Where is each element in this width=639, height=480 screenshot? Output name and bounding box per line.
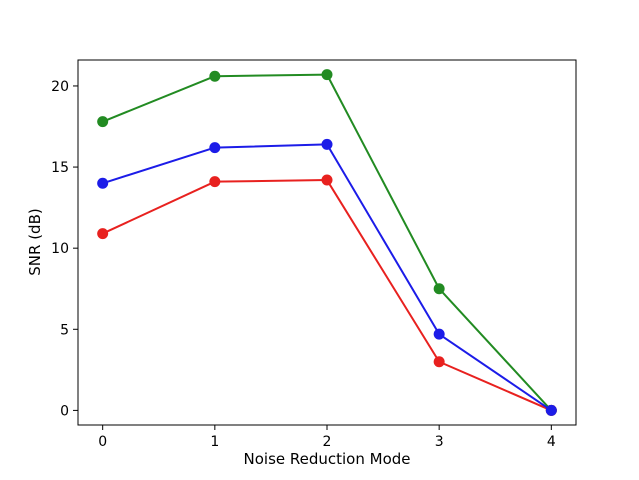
green-series-marker [321, 69, 333, 81]
y-tick-label: 15 [51, 160, 69, 176]
red-series-marker [433, 356, 445, 368]
red-series-marker [97, 228, 109, 240]
blue-series-marker [433, 328, 445, 340]
red-series-line [102, 179, 552, 412]
y-tick-label: 0 [60, 403, 69, 419]
blue-series-marker [209, 142, 221, 154]
y-tick-label: 20 [51, 79, 69, 95]
x-tick-label: 4 [547, 434, 556, 450]
y-tick-label: 10 [51, 241, 69, 257]
y-tick-label: 5 [60, 322, 69, 338]
blue-series-marker [321, 138, 333, 150]
plot-area: 0 1 2 3 4 0 5 10 15 20 [51, 59, 577, 450]
red-series-marker [321, 174, 333, 186]
x-axis-label: Noise Reduction Mode [244, 450, 411, 468]
x-tick-label: 1 [210, 434, 219, 450]
green-series-line [102, 73, 553, 412]
blue-series-marker [97, 177, 109, 189]
green-series-marker [97, 116, 109, 128]
green-series-marker [209, 70, 221, 82]
x-tick-label: 3 [435, 434, 444, 450]
red-series-marker [209, 176, 221, 188]
green-series-marker [433, 283, 445, 295]
blue-series-marker [545, 404, 557, 416]
y-axis-label: SNR (dB) [26, 208, 44, 275]
axes-spines [77, 59, 577, 426]
x-tick-label: 2 [323, 434, 332, 450]
x-tick-label: 0 [98, 434, 107, 450]
